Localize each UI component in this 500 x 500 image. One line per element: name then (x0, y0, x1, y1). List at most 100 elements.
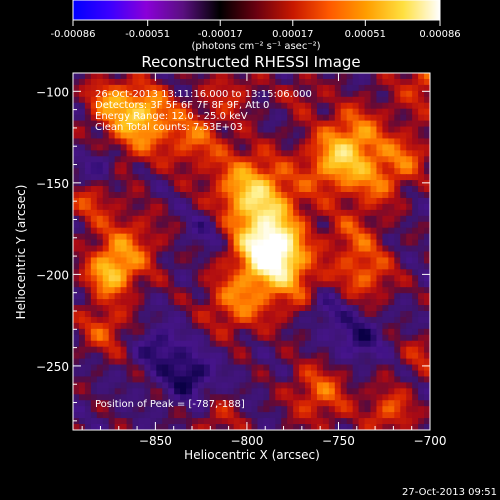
heatmap-cell (90, 346, 98, 354)
heatmap-cell (251, 257, 259, 264)
heatmap-cell (197, 162, 205, 169)
heatmap-cell (144, 102, 151, 110)
heatmap-cell (400, 269, 407, 276)
heatmap-cell (245, 90, 253, 98)
heatmap-cell (382, 412, 389, 419)
heatmap-cell (281, 132, 288, 140)
heatmap-cell (382, 138, 389, 145)
heatmap-cell (126, 400, 134, 407)
heatmap-cell (96, 174, 104, 181)
heatmap-cell (400, 322, 407, 330)
heatmap-cell (108, 311, 116, 318)
heatmap-cell (156, 156, 163, 163)
heatmap-cell (281, 156, 288, 163)
heatmap-cell (192, 257, 199, 264)
heatmap-cell (168, 322, 175, 330)
heatmap-cell (305, 233, 312, 241)
heatmap-cell (340, 221, 348, 229)
heatmap-cell (352, 281, 360, 288)
heatmap-cell (412, 418, 419, 425)
heatmap-cell (203, 96, 211, 104)
heatmap-cell (299, 197, 306, 205)
heatmap-cell (180, 376, 187, 383)
heatmap-cell (156, 299, 163, 306)
heatmap-cell (340, 328, 348, 336)
heatmap-cell (257, 418, 264, 425)
heatmap-cell (197, 120, 205, 128)
heatmap-cell (358, 370, 366, 378)
heatmap-cell (186, 334, 193, 342)
heatmap-cell (84, 340, 92, 348)
heatmap-cell (370, 197, 378, 205)
heatmap-cell (186, 370, 193, 378)
heatmap-cell (90, 78, 98, 86)
heatmap-cell (364, 180, 372, 187)
heatmap-cell (400, 227, 407, 235)
heatmap-cell (138, 138, 145, 145)
heatmap-cell (150, 382, 157, 389)
heatmap-cell (227, 370, 235, 378)
heatmap-cell (245, 346, 253, 354)
heatmap-cell (418, 322, 425, 330)
heatmap-cell (412, 340, 419, 348)
heatmap-cell (275, 412, 282, 419)
heatmap-cell (192, 114, 199, 122)
heatmap-cell (227, 90, 235, 98)
heatmap-cell (108, 406, 116, 413)
heatmap-cell (400, 203, 407, 211)
heatmap-cell (251, 281, 259, 288)
heatmap-cell (168, 346, 175, 354)
heatmap-cell (370, 192, 378, 199)
heatmap-cell (126, 186, 134, 193)
heatmap-cell (227, 328, 235, 336)
heatmap-cell (102, 287, 110, 294)
heatmap-cell (156, 215, 163, 223)
heatmap-cell (370, 364, 378, 372)
heatmap-cell (388, 328, 395, 336)
heatmap-cell (305, 186, 312, 193)
heatmap-cell (114, 186, 122, 193)
heatmap-cell (180, 364, 187, 372)
heatmap-cell (209, 257, 217, 264)
heatmap-cell (186, 346, 193, 354)
heatmap-cell (322, 102, 330, 110)
heatmap-cell (358, 245, 366, 253)
heatmap-cell (352, 96, 360, 104)
heatmap-cell (299, 114, 306, 122)
heatmap-cell (144, 269, 151, 276)
heatmap-cell (316, 376, 324, 383)
heatmap-cell (233, 400, 241, 407)
heatmap-cell (108, 245, 116, 253)
heatmap-cell (305, 251, 312, 259)
heatmap-cell (180, 84, 187, 92)
heatmap-cell (138, 424, 145, 430)
heatmap-cell (287, 418, 294, 425)
heatmap-cell (370, 269, 378, 276)
heatmap-cell (412, 180, 419, 187)
heatmap-cell (144, 186, 151, 193)
heatmap-cell (257, 239, 264, 247)
heatmap-cell (340, 209, 348, 217)
heatmap-cell (227, 358, 235, 366)
heatmap-cell (78, 78, 86, 86)
heatmap-cell (388, 108, 395, 116)
heatmap-cell (186, 287, 193, 294)
heatmap-cell (245, 209, 253, 217)
heatmap-cell (186, 126, 193, 134)
heatmap-cell (334, 192, 342, 199)
heatmap-cell (84, 418, 92, 425)
heatmap-cell (394, 174, 401, 181)
heatmap-cell (311, 221, 318, 229)
heatmap-cell (227, 418, 235, 425)
heatmap-cell (84, 346, 92, 354)
heatmap-cell (334, 221, 342, 229)
heatmap-cell (382, 328, 389, 336)
heatmap-cell (400, 370, 407, 378)
heatmap-cell (233, 316, 241, 324)
heatmap-cell (102, 144, 110, 151)
heatmap-cell (221, 180, 229, 187)
heatmap-cell (162, 138, 169, 145)
heatmap-cell (239, 180, 247, 187)
heatmap-cell (150, 96, 157, 104)
heatmap-cell (263, 370, 270, 378)
